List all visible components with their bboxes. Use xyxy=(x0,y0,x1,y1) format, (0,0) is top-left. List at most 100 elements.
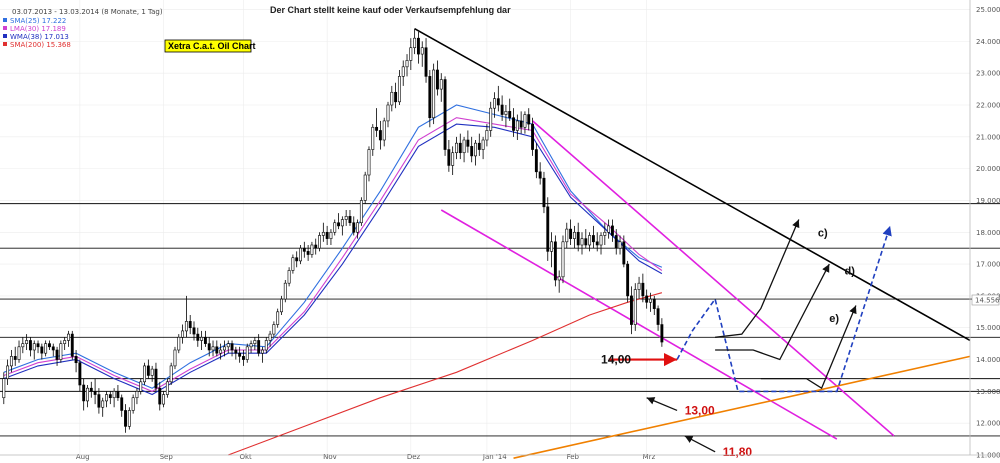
candle-body xyxy=(618,241,622,249)
candle-body xyxy=(584,238,588,246)
y-tick-label: 23.000 xyxy=(976,70,1000,78)
candle-body xyxy=(409,47,413,61)
candle-body xyxy=(531,123,534,150)
candle-body xyxy=(656,308,660,325)
legend-swatch xyxy=(3,18,7,22)
candle-body xyxy=(196,333,200,341)
candle-body xyxy=(588,235,592,246)
trendline-downtrend-black xyxy=(414,27,971,342)
candle-body xyxy=(146,365,150,376)
candle-body xyxy=(405,60,409,68)
y-tick-label: 17.000 xyxy=(976,261,1000,269)
moving-averages xyxy=(3,104,663,456)
candle-body xyxy=(302,247,306,252)
candle-body xyxy=(181,330,185,338)
candle-body xyxy=(28,340,32,351)
legend-entry: LMA(30) 17.189 xyxy=(10,25,66,33)
candle-body xyxy=(591,235,595,243)
candle-body xyxy=(356,222,360,233)
annotation-label: 11,80 xyxy=(723,445,753,459)
candle-body xyxy=(55,349,59,360)
candle-body xyxy=(645,295,649,303)
candle-body xyxy=(432,69,436,119)
y-tick-label: 14.000 xyxy=(976,356,1000,364)
candle-body xyxy=(485,130,489,141)
candle-body xyxy=(154,368,158,389)
candle-body xyxy=(394,91,398,103)
candle-body xyxy=(105,394,108,402)
candle-body xyxy=(135,391,139,399)
candle-body xyxy=(25,340,29,344)
y-tick-label: 24.000 xyxy=(976,38,1000,46)
candle-body xyxy=(253,340,257,344)
y-tick-label: 15.000 xyxy=(976,324,1000,332)
candle-body xyxy=(310,244,314,255)
candle-body xyxy=(314,244,318,249)
candle-body xyxy=(390,91,394,106)
candle-body xyxy=(325,231,329,239)
candle-body xyxy=(493,98,496,109)
candle-body xyxy=(272,324,276,335)
candle-body xyxy=(318,235,321,249)
candle-body xyxy=(481,139,485,150)
candle-body xyxy=(242,356,245,360)
candle-body xyxy=(443,79,447,150)
candle-body xyxy=(496,98,500,106)
candle-body xyxy=(222,346,226,351)
legend-entry: WMA(38) 17.013 xyxy=(10,33,69,41)
candle-body xyxy=(557,276,561,281)
moving-average-line xyxy=(228,292,663,456)
candle-body xyxy=(165,381,169,395)
candle-body xyxy=(630,295,633,325)
last-price-label: 14.556 xyxy=(975,297,1000,305)
candle-body xyxy=(131,397,135,411)
candle-body xyxy=(249,343,253,348)
candle-body xyxy=(458,142,462,154)
candle-body xyxy=(401,66,405,77)
candle-body xyxy=(333,222,337,233)
candle-body xyxy=(512,117,515,131)
y-tick-label: 22.000 xyxy=(976,102,1000,110)
x-tick-label: Dez xyxy=(407,453,421,461)
annotation-label: 13,00 xyxy=(685,403,715,417)
candle-body xyxy=(48,343,51,348)
candle-body xyxy=(97,394,101,408)
candle-body xyxy=(489,107,493,131)
candle-body xyxy=(637,282,641,290)
candle-body xyxy=(553,241,557,281)
candle-body xyxy=(576,231,580,246)
candle-body xyxy=(21,343,25,348)
candle-body xyxy=(348,216,352,224)
candle-body xyxy=(44,343,48,354)
candle-body xyxy=(546,206,550,252)
candle-body xyxy=(420,47,424,55)
candle-body xyxy=(200,336,204,341)
moving-average-line xyxy=(3,123,663,396)
candle-body xyxy=(36,343,40,348)
candle-body xyxy=(59,343,63,360)
candle-body xyxy=(295,257,299,262)
y-tick-label: 11.000 xyxy=(976,452,1000,460)
candle-body xyxy=(2,378,6,399)
candle-body xyxy=(63,340,67,344)
candle-body xyxy=(219,349,223,354)
trendline-uptrend-orange xyxy=(513,355,971,459)
candle-body xyxy=(386,104,390,122)
trendlines xyxy=(414,27,971,459)
candle-body xyxy=(470,146,474,157)
candle-body xyxy=(344,216,348,220)
candle-body xyxy=(660,324,664,343)
candle-body xyxy=(580,238,584,246)
scenario-path-path-c xyxy=(715,219,800,338)
candle-body xyxy=(124,410,127,427)
y-tick-label: 21.000 xyxy=(976,133,1000,141)
candle-body xyxy=(226,343,230,348)
scenario-path-blue-dashed xyxy=(676,225,892,393)
candle-body xyxy=(477,142,481,150)
candle-body xyxy=(569,228,573,239)
candle-body xyxy=(257,340,261,354)
arrows xyxy=(608,352,716,453)
candle-body xyxy=(607,225,611,233)
candle-body xyxy=(462,139,466,154)
